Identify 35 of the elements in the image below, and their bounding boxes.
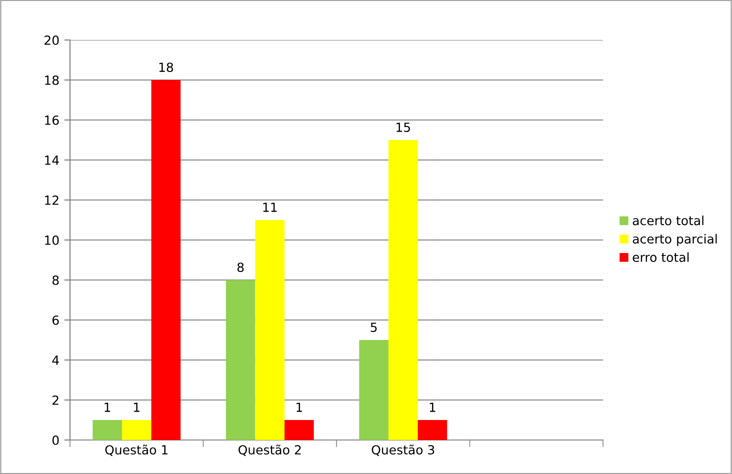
y-tick-label: 8 bbox=[52, 275, 59, 285]
bar bbox=[92, 420, 122, 440]
y-tick-label: 2 bbox=[52, 395, 58, 405]
x-tick-label: Questão 2 bbox=[238, 444, 301, 456]
bar bbox=[284, 420, 314, 440]
y-tick-label: 16 bbox=[45, 115, 59, 125]
bar bbox=[151, 80, 181, 440]
data-label: 1 bbox=[296, 402, 302, 412]
legend-label: acerto parcial bbox=[632, 234, 717, 246]
y-tick-label: 18 bbox=[45, 75, 59, 85]
bar bbox=[226, 280, 256, 440]
legend-label: acerto total bbox=[632, 216, 704, 226]
data-label: 18 bbox=[159, 62, 174, 72]
x-tick-label: Questão 1 bbox=[105, 444, 168, 456]
bar bbox=[359, 340, 388, 440]
data-label: 11 bbox=[263, 202, 277, 212]
data-label: 5 bbox=[370, 322, 377, 332]
y-tick-label: 20 bbox=[44, 35, 59, 45]
bar bbox=[388, 140, 418, 440]
bar bbox=[255, 220, 285, 440]
legend-label: erro total bbox=[632, 252, 689, 262]
x-tick-label: Questão 3 bbox=[372, 444, 434, 456]
y-tick-label: 0 bbox=[52, 435, 59, 445]
y-tick-label: 12 bbox=[45, 195, 58, 205]
y-tick-label: 6 bbox=[52, 315, 59, 325]
data-label: 15 bbox=[396, 122, 410, 132]
y-tick-label: 4 bbox=[52, 356, 59, 365]
y-tick-label: 14 bbox=[45, 156, 59, 165]
bar bbox=[122, 420, 152, 440]
data-label: 1 bbox=[104, 402, 110, 412]
data-label: 1 bbox=[134, 402, 140, 412]
data-label: 1 bbox=[430, 402, 436, 412]
y-tick-label: 10 bbox=[45, 235, 59, 245]
bar bbox=[418, 420, 448, 440]
data-label: 8 bbox=[237, 262, 244, 272]
